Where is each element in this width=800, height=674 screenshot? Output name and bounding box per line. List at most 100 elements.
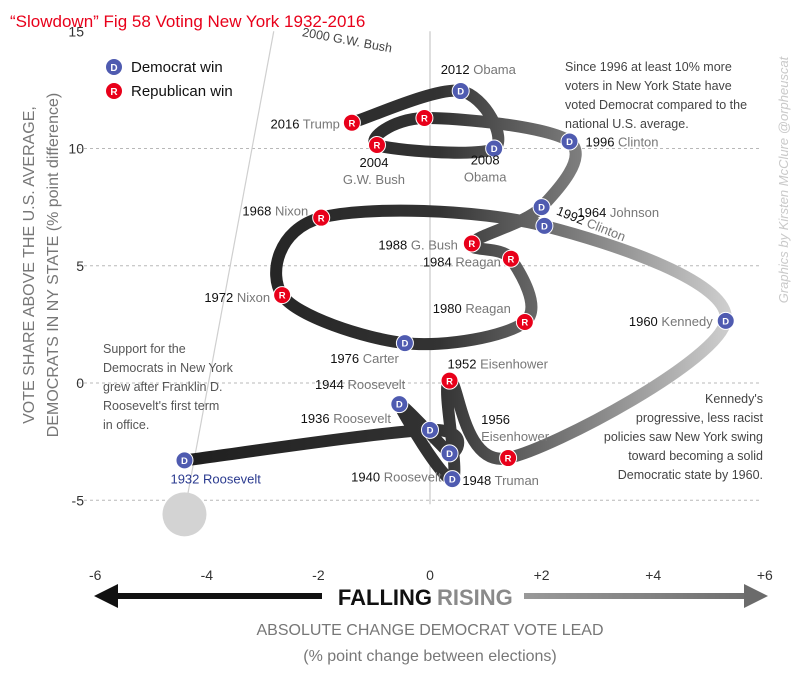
credit-text: Graphics by Kirsten McClure @orpheuscat <box>776 55 791 303</box>
election-label-year: 2012 <box>441 62 474 77</box>
election-marker-dot <box>175 451 194 470</box>
election-marker-dot <box>716 311 735 330</box>
election-label: 1960 Kennedy <box>629 314 713 329</box>
election-marker-letter: D <box>401 339 408 350</box>
election-marker: D <box>421 420 439 439</box>
election-marker: R <box>515 313 534 332</box>
election-marker: R <box>501 249 520 268</box>
x-tick-label: +2 <box>534 567 550 583</box>
legend: D Democrat win R Republican win <box>106 59 233 100</box>
rising-arrow-head <box>744 584 768 608</box>
election-marker: D <box>532 198 551 217</box>
annotation-kennedy-line: toward becoming a solid <box>628 449 763 463</box>
election-marker-letter: R <box>421 114 428 125</box>
election-label-year: 1960 <box>629 314 662 329</box>
election-marker-letter: D <box>446 449 453 460</box>
election-marker: D <box>390 395 409 414</box>
election-marker-dot <box>395 334 414 353</box>
x-tick-label: -4 <box>201 567 214 583</box>
election-marker-dot <box>535 216 554 235</box>
election-label-name: Roosevelt <box>384 469 442 484</box>
election-label-year: 1976 <box>330 351 363 366</box>
election-label-year: 1932 <box>170 471 203 486</box>
election-label: 1984 Reagan <box>423 255 501 270</box>
rising-label: RISING <box>437 585 513 610</box>
x-axis-title-line2: (% point change between elections) <box>303 648 557 665</box>
election-label-year: 1944 <box>315 377 348 392</box>
election-label-name: Carter <box>363 351 400 366</box>
election-label-name: Truman <box>495 473 539 488</box>
election-label-name: Roosevelt <box>333 411 391 426</box>
election-label-year: 1988 <box>378 237 411 252</box>
election-label: 1964 Johnson <box>577 205 659 220</box>
election-marker-letter: R <box>446 376 453 387</box>
election-label-name: Obama <box>473 62 516 77</box>
falling-label: FALLING <box>338 585 432 610</box>
election-label: 1996 Clinton <box>586 134 659 149</box>
x-tick-label: -2 <box>312 567 325 583</box>
falling-arrow-head <box>94 584 118 608</box>
legend-republican-marker <box>106 83 122 99</box>
election-marker: R <box>342 113 361 132</box>
election-marker-letter: D <box>566 137 573 148</box>
election-marker-letter: R <box>348 118 355 129</box>
election-marker-letter: R <box>279 291 286 302</box>
election-label: 1972 Nixon <box>204 290 270 305</box>
election-label: 1948 Truman <box>462 473 539 488</box>
election-marker: D <box>535 216 554 235</box>
election-marker: R <box>312 208 331 227</box>
election-marker-dot <box>440 444 459 463</box>
election-marker-letter: D <box>427 426 434 437</box>
election-label: 1952 Eisenhower <box>448 357 549 372</box>
election-marker-dot <box>443 470 462 489</box>
election-label-name: Clinton <box>618 134 658 149</box>
x-tick-label: +6 <box>757 567 773 583</box>
election-marker-dot <box>273 286 292 305</box>
election-marker-dot <box>415 109 434 128</box>
election-marker-dot <box>421 420 439 439</box>
election-label-year: 1948 <box>462 473 494 488</box>
election-label-year: 1964 <box>577 205 610 220</box>
election-marker-letter: R <box>374 141 381 152</box>
election-label-name: Nixon <box>275 204 308 219</box>
election-marker: R <box>499 449 518 468</box>
election-marker-letter: D <box>722 316 729 327</box>
direction-arrows: FALLING RISING <box>94 584 768 610</box>
election-marker: R <box>367 135 386 154</box>
election-label: 1932 Roosevelt <box>170 471 261 486</box>
election-label-name: Johnson <box>610 205 659 220</box>
x-tick-label: 0 <box>426 567 434 583</box>
annotation-fdr-line: in office. <box>103 418 149 432</box>
election-marker-letter: R <box>468 239 475 250</box>
legend-democrat-letter: D <box>110 63 117 74</box>
election-marker-dot <box>390 395 409 414</box>
election-label-year: 2016 <box>271 117 303 132</box>
legend-item-democrat: D Democrat win <box>106 59 223 76</box>
election-marker: R <box>462 234 481 253</box>
election-marker-dot <box>451 82 470 101</box>
election-marker-letter: D <box>457 87 464 98</box>
election-marker-letter: R <box>318 213 325 224</box>
x-tick-label: -6 <box>89 567 102 583</box>
annotation-1996-line: national U.S. average. <box>565 117 689 131</box>
election-label: 2012 Obama <box>441 62 517 77</box>
election-marker: D <box>451 82 470 101</box>
annotation-fdr-line: Roosevelt's first term <box>103 399 219 413</box>
election-label-year: 1940 <box>351 469 384 484</box>
election-marker-dot <box>312 208 331 227</box>
election-label-year: 1984 <box>423 255 456 270</box>
election-marker: R <box>440 371 459 390</box>
y-tick-label: 10 <box>68 141 84 157</box>
legend-item-republican: R Republican win <box>106 83 233 100</box>
annotation-fdr-line: grew after Franklin D. <box>103 380 222 394</box>
annotation-fdr-line: Democrats in New York <box>103 361 234 375</box>
annotation-kennedy: Kennedy's progressive, less racist polic… <box>604 392 764 482</box>
election-label-year: 1936 <box>301 411 334 426</box>
election-label: 2016 Trump <box>271 117 340 132</box>
election-label-year: 1996 <box>586 134 619 149</box>
election-marker-dot <box>342 113 361 132</box>
election-label-year: 1952 <box>448 357 481 372</box>
legend-democrat-label: Democrat win <box>131 59 223 76</box>
reference-line-end-dot <box>162 492 207 537</box>
